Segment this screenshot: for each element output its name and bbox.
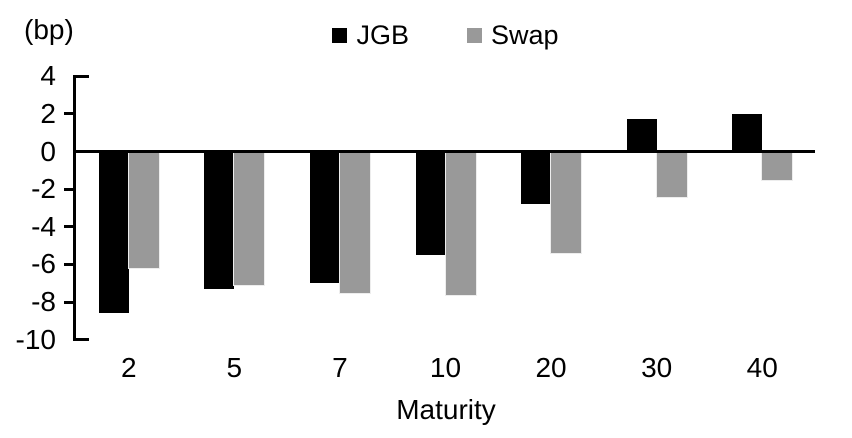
y-axis-tick [64,112,73,116]
x-axis-tick-label: 10 [429,352,462,383]
bar-jgb-20 [521,151,552,205]
legend-item-jgb: JGB [332,20,409,50]
y-axis-tick [64,187,73,191]
x-axis-tick-label: 20 [535,352,567,383]
x-axis-tick-label: 2 [120,352,137,383]
bar-swap-7 [339,151,370,293]
bar-jgb-40 [732,113,763,152]
bar-swap-40 [762,151,793,180]
x-axis-title: Maturity [396,394,496,425]
legend-label-swap: Swap [490,20,559,50]
x-axis-tick-label: 30 [641,352,673,383]
bar-jgb-30 [626,119,657,152]
y-axis-unit-label: (bp) [24,14,74,45]
bar-swap-20 [551,151,582,254]
bar-jgb-5 [204,151,235,289]
bar-swap-5 [234,151,265,286]
y-axis-tick-label: -8 [31,286,56,318]
y-axis-tick-label: 0 [40,135,56,167]
y-axis-tick-label: 2 [40,97,56,129]
bar-swap-30 [656,151,687,197]
y-axis-line [73,74,76,342]
y-axis-tick [64,225,73,229]
y-axis-tick [76,74,89,78]
bar-jgb-2 [98,151,129,314]
x-axis-zero-line [76,150,815,153]
y-axis-tick-label: -10 [15,323,56,355]
y-axis-tick-label: -2 [31,173,56,205]
legend-label-jgb: JGB [356,20,409,50]
bar-swap-2 [128,151,159,269]
y-axis-tick-label: -4 [31,210,56,242]
x-axis-tick-label: 7 [332,352,348,383]
x-axis-tick-label: 40 [746,352,778,383]
bar-jgb-7 [309,151,340,284]
legend-swatch-swap-icon [466,27,482,43]
bar-jgb-10 [415,151,446,256]
y-axis-tick-label: -6 [31,248,56,280]
y-axis-tick [64,262,73,266]
legend: JGB Swap [38,20,852,50]
y-axis-tick [64,300,73,304]
legend-swatch-jgb-icon [332,27,348,43]
bar-swap-10 [445,151,476,295]
y-axis-tick [76,338,89,342]
y-axis-tick-label: 4 [40,60,56,92]
x-axis-tick-label: 5 [226,352,243,383]
legend-item-swap: Swap [466,20,559,50]
